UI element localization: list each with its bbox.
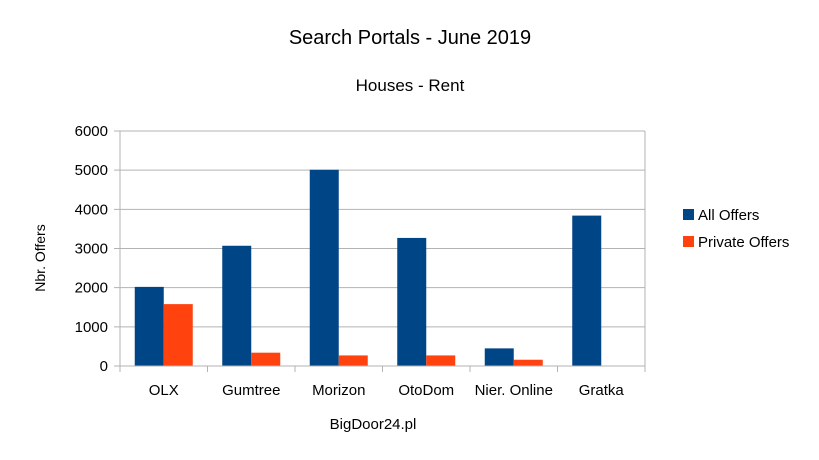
bar xyxy=(426,355,456,366)
chart-footer: BigDoor24.pl xyxy=(330,416,417,433)
x-tick-label: Gratka xyxy=(579,382,625,399)
bar xyxy=(309,169,339,366)
bar xyxy=(397,237,427,366)
y-tick-label: 0 xyxy=(100,358,108,375)
bars xyxy=(134,169,602,366)
chart-subtitle: Houses - Rent xyxy=(356,76,465,95)
bar xyxy=(251,352,281,366)
gridlines xyxy=(114,130,645,367)
bar xyxy=(513,359,543,366)
legend-swatch xyxy=(683,209,694,220)
legend-label: All Offers xyxy=(698,207,759,224)
y-tick-label: 5000 xyxy=(75,162,108,179)
y-tick-label: 2000 xyxy=(75,280,108,297)
bar xyxy=(484,348,514,366)
axes: 0 1000 2000 3000 4000 5000 6000 OLX Gumtree Moriz… xyxy=(75,123,646,399)
bar xyxy=(134,286,164,366)
x-tick-label: OtoDom xyxy=(398,382,454,399)
bar xyxy=(338,355,368,366)
chart-title: Search Portals - June 2019 xyxy=(289,27,531,49)
bar xyxy=(572,215,602,366)
bar xyxy=(222,245,252,366)
x-tick-label: Gumtree xyxy=(222,382,280,399)
y-axis-label: Nbr. Offers xyxy=(32,224,48,291)
legend-swatch xyxy=(683,236,694,247)
legend-label: Private Offers xyxy=(698,234,789,251)
y-tick-label: 3000 xyxy=(75,241,108,258)
y-tick-label: 1000 xyxy=(75,319,108,336)
y-tick-label: 6000 xyxy=(75,123,108,140)
legend: All Offers Private Offers xyxy=(683,207,789,251)
x-tick-label: Nier. Online xyxy=(475,382,553,399)
x-tick-label: Morizon xyxy=(312,382,365,399)
bar xyxy=(163,304,193,366)
y-tick-label: 4000 xyxy=(75,201,108,218)
x-tick-label: OLX xyxy=(149,382,179,399)
